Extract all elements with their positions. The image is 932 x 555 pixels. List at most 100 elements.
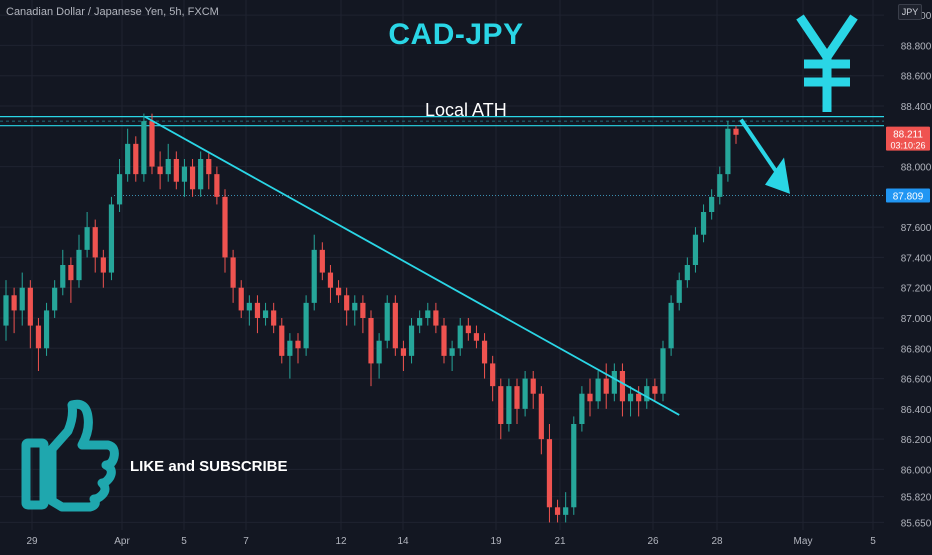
projection-arrow-shaft: [739, 118, 782, 179]
candle-body-51: [417, 318, 423, 326]
currency-badge[interactable]: JPY: [898, 4, 922, 20]
y-tick-label-13: 86.000: [901, 465, 932, 476]
candle-body-76: [619, 371, 626, 402]
candle-body-20: [165, 159, 171, 175]
candle-body-1: [11, 295, 17, 311]
candle-body-87: [709, 196, 715, 212]
candle-body-30: [246, 302, 252, 311]
candle-body-72: [587, 393, 593, 402]
x-tick-label-3: 7: [243, 536, 249, 547]
yen-icon: [796, 14, 858, 112]
candle-body-41: [335, 287, 342, 296]
y-tick-label-15: 85.650: [901, 518, 932, 529]
candle-body-19: [157, 166, 163, 175]
candle-body-43: [352, 302, 358, 311]
like-subscribe-label: LIKE and SUBSCRIBE: [130, 458, 288, 475]
candle-body-81: [660, 348, 666, 394]
candle-body-11: [92, 227, 98, 258]
candle-body-75: [611, 371, 617, 394]
candle-body-49: [400, 348, 407, 356]
y-tick-label-5: 87.600: [901, 223, 932, 234]
candle-body-14: [116, 174, 123, 205]
x-tick-label-0: 29: [26, 536, 38, 547]
candle-body-70: [571, 424, 577, 508]
candle-body-69: [563, 507, 569, 515]
candle-body-42: [344, 295, 350, 311]
candle-body-78: [636, 393, 642, 402]
candle-body-13: [108, 204, 115, 273]
candle-body-58: [473, 333, 480, 341]
candle-body-7: [60, 265, 66, 288]
candle-body-77: [627, 393, 634, 402]
candle-body-82: [668, 302, 674, 349]
candle-body-64: [522, 378, 528, 409]
instrument-header: Canadian Dollar / Japanese Yen, 5h, FXCM: [6, 6, 219, 18]
candle-body-33: [271, 310, 277, 326]
candle-body-55: [449, 348, 455, 356]
candle-body-53: [433, 310, 439, 326]
candle-body-50: [408, 325, 415, 356]
candle-body-46: [376, 340, 382, 364]
candle-body-24: [198, 159, 204, 190]
candle-body-59: [481, 340, 488, 364]
candle-body-65: [530, 378, 536, 394]
candle-body-85: [692, 234, 699, 265]
candle-body-31: [254, 302, 261, 318]
y-tick-label-1: 88.800: [901, 41, 932, 52]
candle-body-61: [498, 386, 504, 424]
candle-body-35: [287, 340, 293, 356]
x-tick-label-6: 19: [490, 536, 502, 547]
candle-body-17: [141, 121, 147, 175]
last-price-label: 88.211: [893, 130, 923, 141]
candle-body-57: [465, 325, 471, 334]
y-tick-label-7: 87.200: [901, 284, 932, 295]
y-tick-label-4: 88.000: [901, 163, 932, 174]
local-ath-label: Local ATH: [425, 100, 507, 120]
candle-body-73: [595, 378, 601, 402]
candle-body-12: [100, 257, 106, 273]
candle-body-44: [360, 302, 366, 318]
candle-body-0: [3, 295, 9, 326]
candle-body-4: [35, 325, 42, 349]
countdown-label: 03:10:26: [890, 141, 925, 151]
candle-body-15: [125, 143, 131, 175]
y-tick-label-8: 87.000: [901, 314, 932, 325]
candle-body-56: [457, 325, 463, 349]
x-tick-label-8: 26: [647, 536, 659, 547]
candle-body-63: [514, 386, 520, 409]
support-price-label: 87.809: [893, 191, 924, 202]
y-tick-label-6: 87.400: [901, 253, 932, 264]
candle-body-47: [384, 302, 390, 341]
y-tick-label-10: 86.600: [901, 375, 932, 386]
y-tick-label-9: 86.800: [901, 344, 932, 355]
y-tick-label-3: 88.400: [901, 102, 932, 113]
candle-body-66: [538, 393, 544, 440]
candle-body-6: [52, 287, 58, 311]
support-price-badge: [886, 188, 930, 203]
candle-body-54: [441, 325, 447, 356]
candle-body-32: [262, 310, 269, 318]
candle-body-38: [311, 249, 317, 303]
candle-body-62: [506, 386, 512, 424]
x-tick-label-7: 21: [554, 536, 566, 547]
y-tick-label-11: 86.400: [901, 405, 932, 416]
candle-body-18: [149, 121, 155, 167]
candle-body-45: [368, 318, 374, 364]
candle-body-84: [684, 265, 690, 281]
candle-body-88: [717, 174, 723, 197]
candle-body-90: [733, 128, 739, 135]
candle-body-60: [490, 363, 496, 387]
candle-body-5: [43, 310, 50, 349]
candle-body-67: [546, 439, 553, 508]
candle-body-79: [644, 386, 650, 402]
trendline: [144, 115, 680, 416]
candle-body-3: [27, 287, 33, 326]
thumbs-up-icon[interactable]: [20, 395, 120, 515]
candle-body-8: [68, 265, 74, 281]
price-axis-background: [884, 0, 932, 550]
x-tick-label-1: Apr: [114, 536, 130, 547]
candle-body-36: [295, 340, 301, 349]
candle-body-40: [327, 272, 334, 288]
